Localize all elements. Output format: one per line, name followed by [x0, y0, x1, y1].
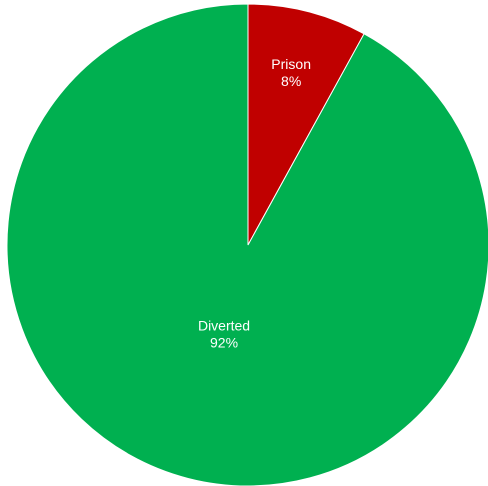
slice-percent-label-prison: 8% — [281, 73, 301, 89]
slice-percent-label-diverted: 92% — [210, 334, 238, 350]
pie-slices — [6, 3, 488, 486]
slice-name-label-diverted: Diverted — [198, 317, 250, 333]
slice-name-label-prison: Prison — [271, 56, 311, 72]
pie-slice-prison — [247, 3, 365, 246]
pie-slice-diverted — [6, 3, 488, 486]
